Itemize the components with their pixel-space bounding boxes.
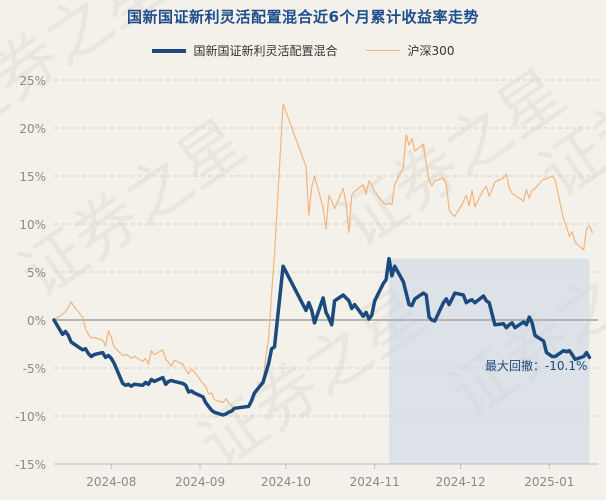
y-tick-label: 25% xyxy=(19,74,46,88)
x-tick-label: 2024-09 xyxy=(175,475,225,489)
x-tick-label: 2025-01 xyxy=(524,475,574,489)
drawdown-label: 最大回撤：-10.1% xyxy=(485,358,587,373)
legend-swatch-index xyxy=(365,49,400,52)
x-tick-label: 2024-12 xyxy=(435,475,485,489)
legend-label-index: 沪深300 xyxy=(407,44,455,58)
x-tick-label: 2024-11 xyxy=(350,475,400,489)
y-tick-label: -10% xyxy=(15,410,46,424)
series-line-index xyxy=(53,103,593,410)
y-tick-label: 10% xyxy=(19,218,46,232)
x-tick-label: 2024-10 xyxy=(261,475,311,489)
legend-label-fund: 国新国证新利灵活配置混合 xyxy=(193,44,338,58)
y-tick-label: 20% xyxy=(19,122,46,136)
y-tick-label: -15% xyxy=(15,458,46,472)
y-tick-label: 5% xyxy=(27,266,46,280)
legend-item-index[interactable]: 沪深300 xyxy=(365,42,455,59)
series-line-fund xyxy=(52,256,592,417)
chart-title: 国新国证新利灵活配置混合近6个月累计收益率走势 xyxy=(127,8,479,26)
legend-swatch-fund xyxy=(151,48,186,53)
y-tick-label: 15% xyxy=(19,170,46,184)
legend: 国新国证新利灵活配置混合 沪深300 xyxy=(0,42,606,59)
y-tick-label: -5% xyxy=(23,362,46,376)
watermark-text: 证券之星 xyxy=(7,106,259,313)
y-tick-label: 0% xyxy=(27,314,46,328)
legend-item-fund[interactable]: 国新国证新利灵活配置混合 xyxy=(151,42,338,59)
x-tick-label: 2024-08 xyxy=(86,475,136,489)
